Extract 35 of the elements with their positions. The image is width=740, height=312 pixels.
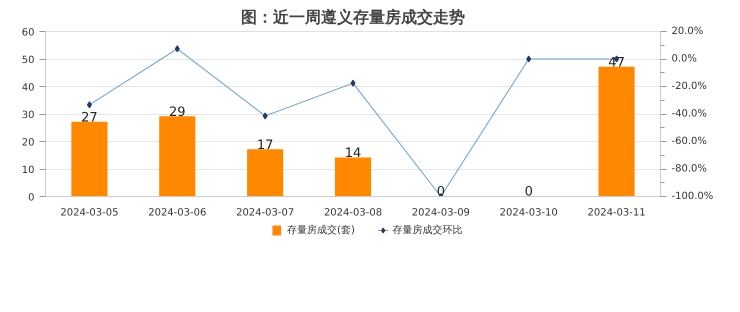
data-label: 17	[256, 138, 274, 153]
y2-tick-label: -40.0%	[672, 108, 707, 120]
x-tick-label: 2024-03-09	[412, 208, 470, 218]
data-label: 27	[81, 110, 98, 126]
bar	[247, 149, 284, 196]
y-tick-label: 60	[22, 28, 35, 38]
bar	[598, 66, 635, 196]
chart-title: 图：近一周遵义存量房成交走势	[241, 8, 465, 26]
y-tick-label: 20	[22, 138, 35, 148]
x-tick-label: 2024-03-08	[324, 208, 382, 218]
y-tick-label: 30	[22, 110, 35, 121]
bar	[159, 116, 196, 196]
x-tick-label: 2024-03-07	[236, 208, 294, 218]
data-label: 14	[344, 146, 362, 161]
y-tick-label: 10	[22, 165, 35, 176]
x-tick-label: 2024-03-05	[60, 208, 118, 218]
y-tick-label: 40	[22, 82, 35, 94]
data-label: 47	[608, 55, 625, 70]
legend-label: 存量房成交(套)	[287, 224, 355, 236]
x-tick-label: 2024-03-10	[500, 208, 558, 218]
y2-tick-label: -60.0%	[672, 136, 707, 147]
x-tick-label: 2024-03-11	[588, 208, 646, 218]
bar	[71, 122, 108, 196]
legend-label: 存量房成交环比	[392, 224, 463, 236]
y2-tick-label: -100.0%	[672, 191, 714, 202]
data-label: 0	[524, 184, 533, 200]
y-tick-label: 50	[22, 55, 35, 66]
y2-tick-label: -20.0%	[672, 81, 707, 92]
data-label: 29	[169, 104, 186, 120]
y2-tick-label: -80.0%	[672, 164, 707, 174]
y-tick-label: 0	[28, 192, 35, 204]
bar	[334, 158, 372, 196]
y2-tick-label: 0.0%	[672, 54, 697, 64]
y2-tick-label: 20.0%	[672, 26, 704, 37]
x-tick-label: 2024-03-06	[148, 208, 206, 218]
